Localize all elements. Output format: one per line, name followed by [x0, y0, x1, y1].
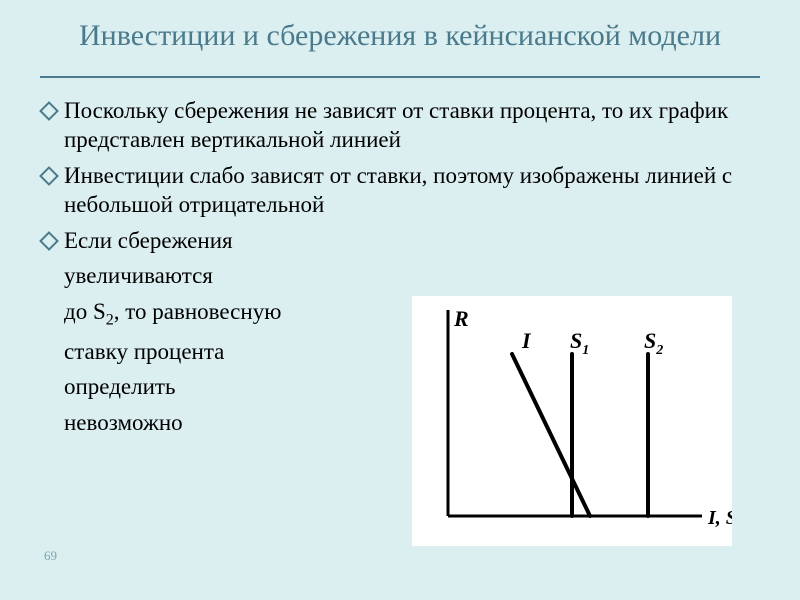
chart-panel: RIS1S2I, S: [412, 296, 732, 546]
body-text: , то равновесную: [114, 299, 282, 324]
bullet-item: Если сбережения: [64, 226, 760, 255]
chart-svg: RIS1S2I, S: [412, 296, 732, 546]
slide-title: Инвестиции и сбережения в кейнсианской м…: [40, 18, 760, 62]
svg-text:I, S: I, S: [707, 507, 732, 529]
title-rule: [40, 76, 760, 78]
page-number: 69: [44, 548, 57, 564]
bullet-item: Поскольку сбережения не зависят от ставк…: [64, 96, 760, 155]
slide-content: Поскольку сбережения не зависят от ставк…: [40, 96, 760, 437]
slide: Инвестиции и сбережения в кейнсианской м…: [0, 0, 800, 600]
body-text: до S: [64, 299, 106, 324]
body-line: увеличиваются: [40, 261, 760, 290]
svg-text:I: I: [521, 328, 532, 353]
bullet-list: Поскольку сбережения не зависят от ставк…: [40, 96, 760, 255]
svg-text:R: R: [453, 306, 469, 331]
bullet-item: Инвестиции слабо зависят от ставки, поэт…: [64, 161, 760, 220]
subscript: 2: [106, 311, 114, 328]
